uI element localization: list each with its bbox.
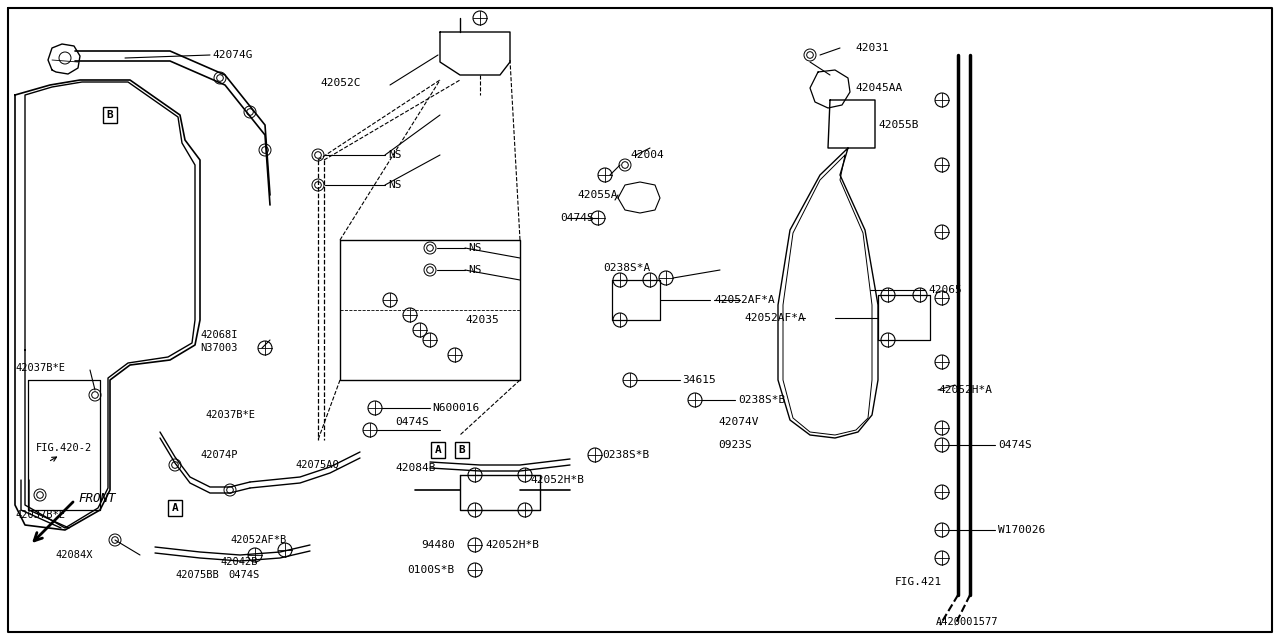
Text: NS: NS (388, 180, 402, 190)
Text: FIG.421: FIG.421 (895, 577, 942, 587)
Text: 42037B*E: 42037B*E (15, 510, 65, 520)
Text: 42068I: 42068I (200, 330, 238, 340)
Text: FIG.420-2: FIG.420-2 (36, 443, 92, 453)
Text: 0474S: 0474S (561, 213, 594, 223)
Text: 42037B*E: 42037B*E (205, 410, 255, 420)
Text: 0238S*B: 0238S*B (602, 450, 649, 460)
Text: N600016: N600016 (433, 403, 479, 413)
Text: 42031: 42031 (855, 43, 888, 53)
Text: A: A (435, 445, 442, 455)
Text: 42052H*B: 42052H*B (485, 540, 539, 550)
Text: 0474S: 0474S (396, 417, 429, 427)
Text: 0100S*B: 0100S*B (408, 565, 454, 575)
Text: 42074V: 42074V (718, 417, 759, 427)
Text: B: B (106, 110, 114, 120)
Text: NS: NS (468, 243, 481, 253)
Text: NS: NS (388, 150, 402, 160)
Text: 42052AF*A: 42052AF*A (714, 295, 774, 305)
Text: 42052H*A: 42052H*A (938, 385, 992, 395)
Text: 42035: 42035 (465, 315, 499, 325)
Text: 42074P: 42074P (200, 450, 238, 460)
Text: W170026: W170026 (998, 525, 1046, 535)
Text: 94480: 94480 (421, 540, 454, 550)
Text: 42074G: 42074G (212, 50, 252, 60)
Text: 42037B*E: 42037B*E (15, 363, 65, 373)
Text: 42075BB: 42075BB (175, 570, 219, 580)
Text: 42075AQ: 42075AQ (294, 460, 339, 470)
Text: 42052H*B: 42052H*B (530, 475, 584, 485)
Text: 0923S: 0923S (718, 440, 751, 450)
Text: 42084B: 42084B (396, 463, 435, 473)
Text: 0474S: 0474S (998, 440, 1032, 450)
Text: 42052C: 42052C (320, 78, 361, 88)
Text: NS: NS (468, 265, 481, 275)
Text: 42055A: 42055A (577, 190, 618, 200)
Text: 42052AF*A: 42052AF*A (744, 313, 805, 323)
Text: 42055B: 42055B (878, 120, 919, 130)
Text: 42004: 42004 (630, 150, 664, 160)
Text: 0238S*B: 0238S*B (739, 395, 785, 405)
Text: 42042B: 42042B (220, 557, 257, 567)
Text: B: B (458, 445, 466, 455)
Text: 42084X: 42084X (55, 550, 92, 560)
Text: 42052AF*B: 42052AF*B (230, 535, 287, 545)
Text: 34615: 34615 (682, 375, 716, 385)
Text: FRONT: FRONT (78, 492, 115, 504)
Text: 42045AA: 42045AA (855, 83, 902, 93)
Text: 0238S*A: 0238S*A (603, 263, 650, 273)
Text: N37003: N37003 (200, 343, 238, 353)
Text: 42065: 42065 (928, 285, 961, 295)
Text: A: A (172, 503, 178, 513)
Text: A420001577: A420001577 (936, 617, 998, 627)
Text: 0474S: 0474S (228, 570, 260, 580)
